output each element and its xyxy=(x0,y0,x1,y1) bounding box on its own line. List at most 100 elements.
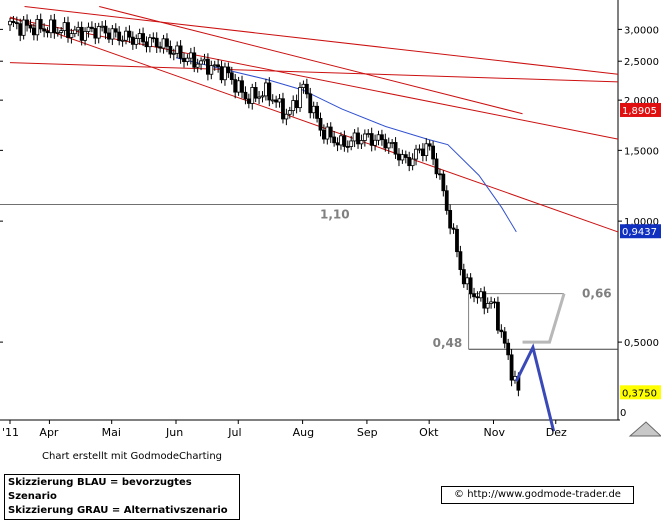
candle-body xyxy=(465,277,470,285)
candle-body xyxy=(287,110,292,115)
candle-body xyxy=(66,22,70,38)
candle-body xyxy=(236,80,241,93)
y-tick-label: 1,0000 xyxy=(624,217,659,228)
candle-body xyxy=(31,27,36,36)
candle-body xyxy=(455,228,459,253)
candle-body xyxy=(356,132,360,145)
candle-body xyxy=(175,45,180,54)
candle-body xyxy=(113,28,118,33)
candle-body xyxy=(342,135,347,147)
x-tick-label: Dez xyxy=(546,426,567,439)
candle-body xyxy=(281,98,285,120)
scenario-legend: Skizzierung BLAU = bevorzugtes Szenario … xyxy=(4,474,240,520)
candle-body xyxy=(373,139,377,146)
scroll-arrow-icon[interactable] xyxy=(628,421,661,437)
chart-credit: Chart erstellt mit GodmodeCharting xyxy=(42,451,222,462)
candle-body xyxy=(161,38,166,49)
candle-body xyxy=(144,41,149,48)
candle-body xyxy=(366,133,371,135)
candle-body xyxy=(18,23,23,36)
source-link[interactable]: © http://www.godmode-trader.de xyxy=(441,486,634,504)
x-tick-label: Jul xyxy=(227,426,241,439)
candle-body xyxy=(35,19,40,36)
candle-body xyxy=(72,29,77,35)
candle-body xyxy=(509,354,514,381)
source-url[interactable]: http://www.godmode-trader.de xyxy=(467,489,621,500)
candle-body xyxy=(212,64,217,67)
candle-body xyxy=(383,139,388,149)
candle-body xyxy=(427,143,432,147)
candle-body xyxy=(178,45,183,59)
candle-body xyxy=(502,331,507,344)
candle-body xyxy=(103,25,108,34)
candle-body xyxy=(397,153,401,161)
price-badge xyxy=(620,224,661,239)
candle-body xyxy=(188,52,193,59)
scenario-grey-path xyxy=(522,293,566,344)
candle-body xyxy=(62,22,67,32)
price-badge-label: 1,8905 xyxy=(622,106,657,117)
candle-body xyxy=(120,39,125,42)
candle-body xyxy=(107,32,111,40)
y-tick-label: 2,0000 xyxy=(624,96,659,107)
candle-body xyxy=(482,291,487,309)
candle-body xyxy=(407,157,412,167)
candle-body xyxy=(8,20,12,26)
candle-body xyxy=(400,154,405,161)
candle-body xyxy=(325,126,330,140)
candle-body xyxy=(496,301,500,331)
candle-body xyxy=(168,45,173,55)
candle-body xyxy=(25,19,29,26)
candle-body xyxy=(393,142,398,155)
candle-body xyxy=(182,57,186,63)
candle-body xyxy=(461,269,466,285)
candle-body xyxy=(417,148,422,151)
candle-body xyxy=(243,91,248,100)
trend-line xyxy=(9,62,619,83)
candle-body xyxy=(199,60,203,65)
y-tick-label: 2,5000 xyxy=(624,57,659,68)
candle-body xyxy=(492,301,497,304)
candle-body xyxy=(154,37,159,48)
candle-body xyxy=(359,140,364,145)
candle-body xyxy=(301,83,306,88)
candle-body xyxy=(110,28,115,40)
candle-body xyxy=(165,38,169,47)
candle-body xyxy=(250,87,255,104)
candle-body xyxy=(246,98,251,104)
candle-body xyxy=(448,210,453,229)
candle-body xyxy=(21,19,26,36)
candle-body xyxy=(195,63,200,68)
candle-body xyxy=(130,36,135,45)
candle-body xyxy=(458,251,463,270)
candle-body xyxy=(93,28,98,39)
candle-body xyxy=(472,293,476,298)
candle-body xyxy=(451,227,456,230)
candle-body xyxy=(158,46,163,49)
candle-body xyxy=(311,105,316,114)
candle-body xyxy=(100,25,105,28)
candle-body xyxy=(147,37,152,48)
candle-body xyxy=(485,303,490,309)
legend-blue: Skizzierung BLAU = bevorzugtes Szenario xyxy=(8,477,192,502)
legend-grey: Skizzierung GRAU = Alternativszenario xyxy=(8,505,228,516)
candle-body xyxy=(49,19,53,34)
candle-body xyxy=(431,145,435,160)
x-tick-label: Aug xyxy=(293,426,314,439)
candle-body xyxy=(434,158,439,175)
candle-body xyxy=(339,135,343,146)
candle-body xyxy=(315,105,319,119)
candle-body xyxy=(233,79,238,93)
candle-body xyxy=(390,142,395,144)
candle-body xyxy=(257,96,261,99)
candle-body xyxy=(403,154,408,158)
candle-body xyxy=(117,31,122,41)
level-label-0-48: 0,48 xyxy=(433,336,463,350)
candle-body xyxy=(362,133,367,141)
candle-body xyxy=(380,134,384,141)
candle-body xyxy=(55,32,60,34)
candle-body xyxy=(345,146,350,148)
scenario-blue-path xyxy=(514,343,556,432)
trend-line xyxy=(99,6,523,115)
